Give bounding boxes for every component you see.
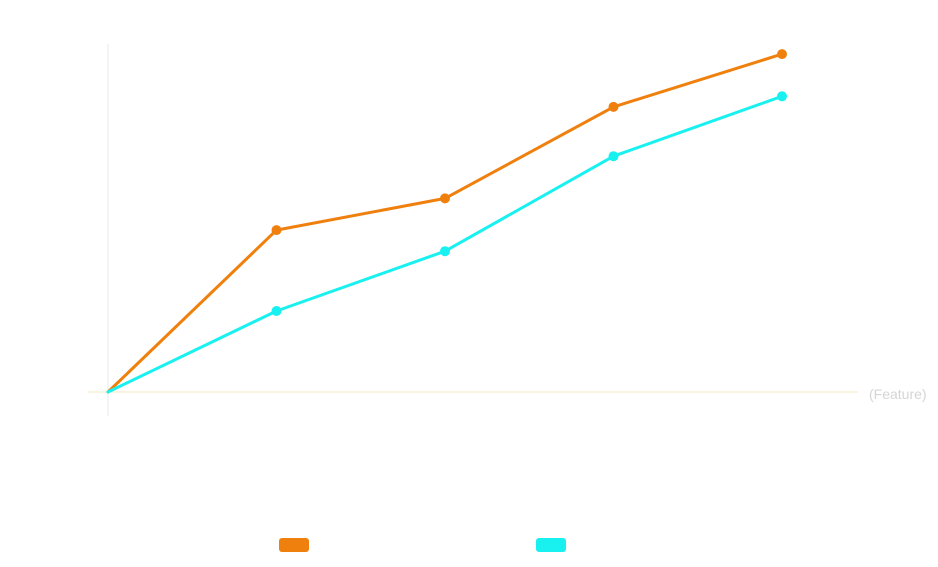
series-2-point-2 <box>440 246 450 257</box>
series-1-line <box>106 52 784 394</box>
x-axis-label: (Feature) <box>869 386 927 402</box>
legend-swatch-series-2 <box>536 538 566 552</box>
series-2-point-1 <box>271 306 282 316</box>
series-2-line <box>106 94 784 394</box>
series-2-point-3 <box>608 151 619 162</box>
series-1-point-3 <box>608 101 619 112</box>
series-1-point-2 <box>440 193 450 204</box>
legend-swatch-series-1 <box>279 538 309 552</box>
series-1-point-1 <box>271 225 282 236</box>
series-layer <box>106 49 787 394</box>
series-2-point-4 <box>777 91 787 102</box>
series-1-point-4 <box>777 49 787 60</box>
